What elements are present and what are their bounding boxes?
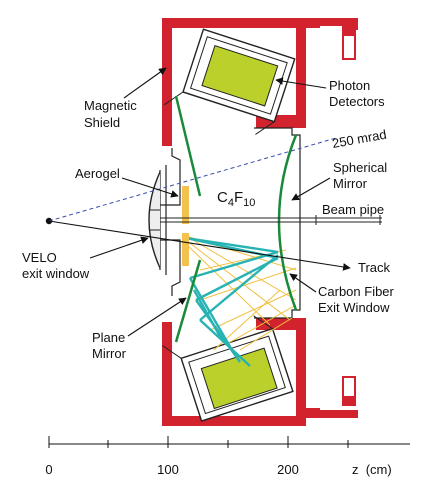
lower-photon-detector-housing	[162, 315, 294, 422]
carbon-fiber-label-1: Carbon Fiber	[318, 284, 395, 299]
spherical-mirror	[277, 134, 298, 311]
magnetic-shield-label-2: Shield	[84, 115, 120, 130]
tick-100: 100	[157, 462, 179, 477]
upper-plane-mirror	[174, 95, 202, 197]
plane-mirror-label-1: Plane	[92, 330, 125, 345]
aerogel-block-lower	[182, 233, 189, 266]
aerogel-block	[182, 186, 189, 224]
photon-detectors-label-2: Detectors	[329, 94, 385, 109]
mrad-label: 250 mrad	[331, 127, 388, 151]
magnetic-shield-label-1: Magnetic	[84, 98, 137, 113]
lower-photon-detector	[200, 347, 278, 410]
track-line	[48, 220, 351, 271]
lower-plane-mirror	[174, 259, 202, 343]
spherical-mirror-label-2: Mirror	[333, 176, 368, 191]
acceptance-line-250mrad	[48, 137, 337, 222]
velo-window-label-2: exit window	[22, 266, 90, 281]
upper-photon-detector-housing	[163, 28, 296, 135]
beam-pipe-label: Beam pipe	[322, 202, 384, 217]
z-axis: 0 100 200 z (cm)	[45, 436, 410, 477]
gas-radiator-label: C4F10	[217, 189, 255, 209]
velo-window-label-1: VELO	[22, 250, 57, 265]
yellow-rays	[185, 235, 297, 351]
cyan-rays	[185, 236, 279, 367]
carbon-fiber-label-2: Exit Window	[318, 300, 390, 315]
photon-detectors-label-1: Photon	[329, 78, 370, 93]
tick-0: 0	[45, 462, 52, 477]
velo-exit-window	[148, 171, 161, 269]
tick-200: 200	[277, 462, 299, 477]
track-label: Track	[358, 260, 391, 275]
beam-pipe	[160, 215, 382, 225]
plane-mirror-label-2: Mirror	[92, 346, 127, 361]
spherical-mirror-label-1: Spherical	[333, 160, 387, 175]
magnetic-shield	[162, 18, 358, 426]
upper-photon-detector	[201, 44, 279, 107]
z-axis-unit-label: z (cm)	[352, 462, 392, 477]
aerogel-label: Aerogel	[75, 166, 120, 181]
